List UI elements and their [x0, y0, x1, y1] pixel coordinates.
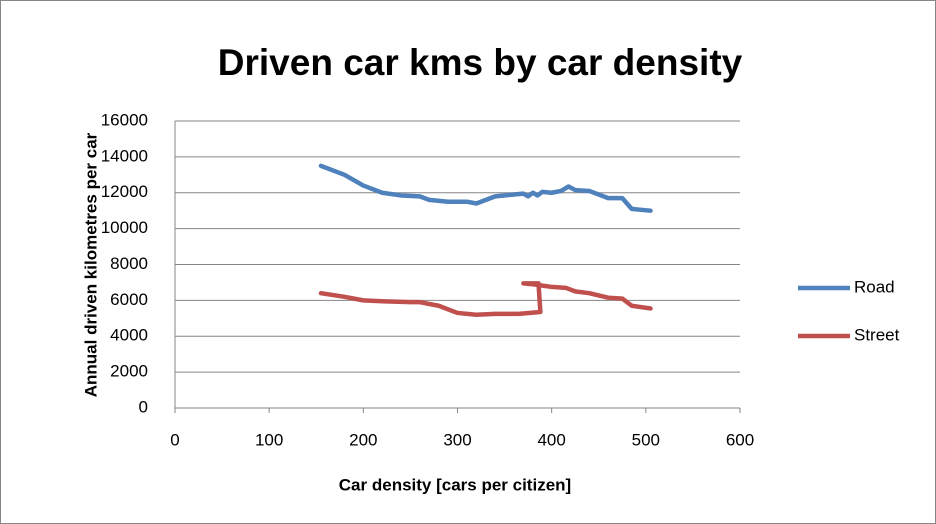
y-tick-label: 0: [139, 397, 148, 416]
y-tick-label: 6000: [110, 290, 148, 309]
y-tick-label: 8000: [110, 254, 148, 273]
y-tick-label: 2000: [110, 362, 148, 381]
series-line: [318, 163, 653, 213]
y-tick-label: 14000: [101, 146, 148, 165]
y-tick-label: 10000: [101, 218, 148, 237]
chart-title: Driven car kms by car density: [218, 42, 743, 83]
y-tick-label: 4000: [110, 326, 148, 345]
x-tick-label: 0: [170, 430, 179, 449]
y-tick-label: 12000: [101, 182, 148, 201]
y-tick-label: 16000: [101, 110, 148, 129]
x-axis-label: Car density [cars per citizen]: [339, 475, 571, 494]
x-tick-label: 600: [726, 430, 754, 449]
legend-label: Street: [854, 325, 900, 344]
legend-label: Road: [854, 277, 895, 296]
x-tick-label: 300: [443, 430, 471, 449]
series-line: [318, 281, 653, 317]
x-tick-label: 500: [632, 430, 660, 449]
y-axis-label: Annual driven kilometres per car: [81, 132, 100, 397]
x-tick-label: 200: [349, 430, 377, 449]
x-tick-label: 400: [537, 430, 565, 449]
x-tick-label: 100: [255, 430, 283, 449]
